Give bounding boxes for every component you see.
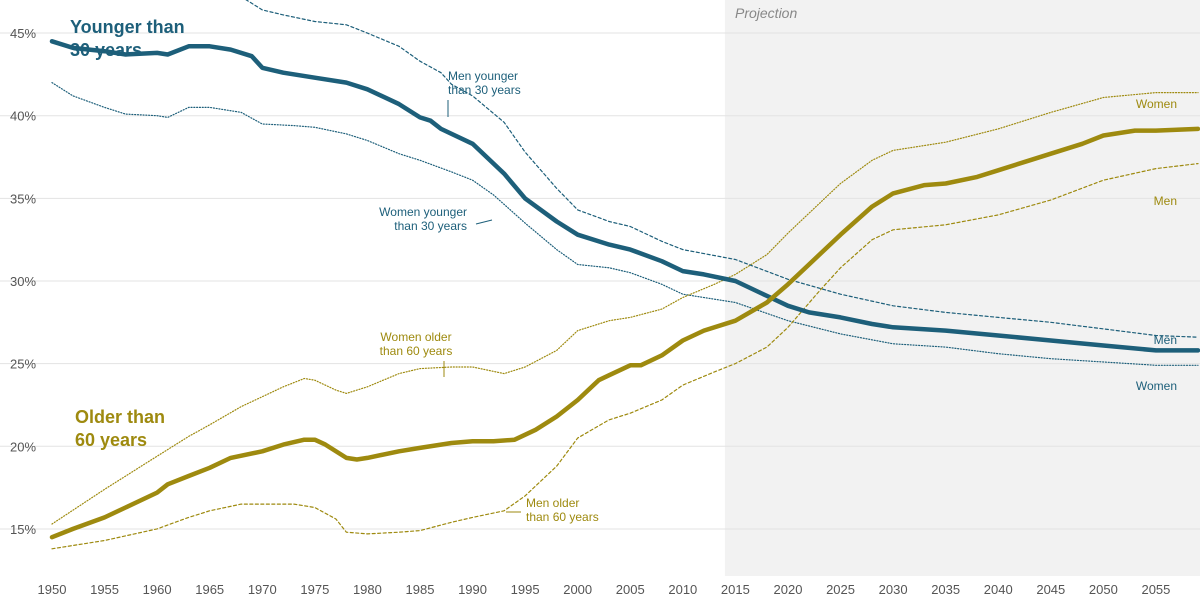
x-tick-label: 2040 bbox=[984, 582, 1013, 597]
series-line-older-than-60-years bbox=[49, 126, 1200, 540]
women-young-leader bbox=[475, 219, 493, 225]
series-line-women-younger-than-30-years bbox=[51, 82, 1199, 366]
y-tick-label: 15% bbox=[10, 522, 36, 537]
x-tick-label: 2015 bbox=[721, 582, 750, 597]
x-tick-label: 1955 bbox=[90, 582, 119, 597]
women-young-label-line1: Women younger bbox=[379, 205, 467, 219]
x-tick-label: 2000 bbox=[563, 582, 592, 597]
x-tick-label: 2055 bbox=[1141, 582, 1170, 597]
end-label-women-old: Women bbox=[1136, 97, 1177, 111]
projection-label: Projection bbox=[735, 5, 797, 21]
women-old-label-line2: than 60 years bbox=[380, 344, 453, 358]
y-tick-label: 35% bbox=[10, 191, 36, 206]
men-old-label-line2: than 60 years bbox=[526, 510, 599, 524]
x-axis: 1950 1955 1960 1965 1970 1975 1980 1985 1990 1995… bbox=[38, 582, 1171, 597]
y-tick-label: 25% bbox=[10, 357, 36, 372]
projection-shade bbox=[724, 0, 1200, 576]
series-lines bbox=[49, 0, 1200, 550]
old-title-line2: 60 years bbox=[75, 430, 147, 450]
x-tick-label: 1975 bbox=[300, 582, 329, 597]
x-tick-label: 2020 bbox=[774, 582, 803, 597]
men-old-label-line1: Men older bbox=[526, 496, 579, 510]
y-tick-label: 45% bbox=[10, 26, 36, 41]
end-label-women-young: Women bbox=[1136, 379, 1177, 393]
x-tick-label: 2035 bbox=[931, 582, 960, 597]
x-tick-label: 2050 bbox=[1089, 582, 1118, 597]
x-tick-label: 2045 bbox=[1036, 582, 1065, 597]
grid-lines bbox=[0, 32, 1200, 530]
y-tick-label: 30% bbox=[10, 274, 36, 289]
x-tick-label: 1950 bbox=[38, 582, 67, 597]
young-title-line2: 30 years bbox=[70, 40, 142, 60]
y-tick-label: 20% bbox=[10, 439, 36, 454]
end-label-men-old: Men bbox=[1154, 194, 1177, 208]
x-tick-label: 2010 bbox=[668, 582, 697, 597]
series-line-women-older-than-60-years bbox=[51, 92, 1199, 525]
x-tick-label: 1990 bbox=[458, 582, 487, 597]
x-tick-label: 1985 bbox=[406, 582, 435, 597]
end-label-men-young: Men bbox=[1154, 333, 1177, 347]
x-tick-label: 1965 bbox=[195, 582, 224, 597]
x-tick-label: 1960 bbox=[143, 582, 172, 597]
young-title-line1: Younger than bbox=[70, 17, 185, 37]
men-young-label-line1: Men younger bbox=[448, 69, 518, 83]
y-axis: 15% 20% 25% 30% 35% 40% 45% bbox=[10, 26, 36, 537]
x-tick-label: 2005 bbox=[616, 582, 645, 597]
series-line-men-older-than-60-years bbox=[51, 163, 1199, 550]
x-tick-label: 2030 bbox=[879, 582, 908, 597]
x-tick-label: 1970 bbox=[248, 582, 277, 597]
men-young-label-line2: than 30 years bbox=[448, 83, 521, 97]
series-line-men-younger-than-30-years bbox=[245, 0, 1199, 338]
old-title-line1: Older than bbox=[75, 407, 165, 427]
x-tick-label: 1980 bbox=[353, 582, 382, 597]
x-tick-label: 1995 bbox=[511, 582, 540, 597]
x-tick-label: 2025 bbox=[826, 582, 855, 597]
women-young-label-line2: than 30 years bbox=[394, 219, 467, 233]
series-line-younger-than-30-years bbox=[49, 39, 1200, 353]
women-old-label-line1: Women older bbox=[380, 330, 451, 344]
y-tick-label: 40% bbox=[10, 109, 36, 124]
